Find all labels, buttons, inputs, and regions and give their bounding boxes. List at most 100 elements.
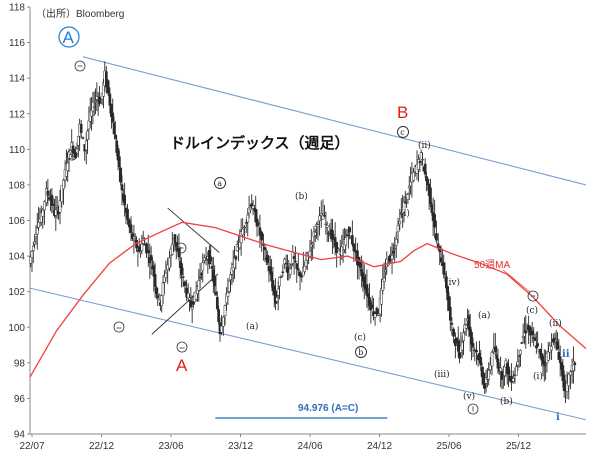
wave-label-ii-top: (ⅱ) bbox=[418, 140, 431, 151]
wave-label-c: (c) bbox=[354, 332, 366, 343]
price-bar-body bbox=[243, 226, 246, 229]
price-bar-body bbox=[155, 287, 158, 295]
price-bar-body bbox=[164, 272, 168, 278]
price-bar-body bbox=[149, 255, 153, 261]
ma-line-group: 50週MA bbox=[29, 221, 587, 378]
small-circle-marker bbox=[113, 321, 125, 333]
price-bar-body bbox=[215, 297, 219, 310]
price-bar-body bbox=[263, 247, 267, 251]
price-bar-body bbox=[496, 358, 500, 369]
price-bar-body bbox=[479, 357, 483, 366]
channel-lines bbox=[29, 56, 587, 421]
channel-upper-line bbox=[82, 56, 587, 186]
price-bar-body bbox=[37, 221, 40, 228]
ma-label: 50週MA bbox=[474, 259, 510, 271]
price-bar-body bbox=[430, 204, 434, 213]
price-bar-body bbox=[244, 222, 248, 224]
price-bar-body bbox=[71, 145, 75, 153]
price-bar-body bbox=[278, 276, 281, 287]
price-bar-body bbox=[31, 245, 35, 251]
price-bar-body bbox=[542, 360, 546, 367]
price-bar-body bbox=[234, 256, 238, 260]
price-bar-body bbox=[76, 136, 80, 146]
circle-a-marker: a bbox=[214, 177, 226, 189]
price-bar-body bbox=[503, 365, 506, 376]
wave-label-iii: (ⅲ) bbox=[434, 369, 450, 380]
price-bar-body bbox=[313, 232, 317, 236]
price-bar-body bbox=[229, 274, 232, 281]
price-bar-body bbox=[284, 263, 288, 265]
price-bar-body bbox=[429, 187, 432, 205]
price-bar-body bbox=[198, 276, 202, 279]
price-bar-body bbox=[118, 156, 121, 167]
price-bar-body bbox=[114, 134, 117, 140]
price-bar-body bbox=[210, 266, 214, 269]
price-bar-body bbox=[519, 350, 522, 355]
wave-label-a: (a) bbox=[246, 321, 258, 332]
x-tick-label: 23/12 bbox=[228, 441, 253, 452]
price-bar-body bbox=[403, 202, 407, 204]
price-bar-body bbox=[295, 263, 299, 270]
x-tick-label: 24/12 bbox=[367, 441, 392, 452]
x-tick-label: 25/06 bbox=[436, 441, 461, 452]
price-bar-body bbox=[412, 172, 415, 181]
price-bar-body bbox=[475, 350, 478, 353]
price-bar-body bbox=[325, 225, 329, 228]
price-bar-body bbox=[79, 124, 83, 133]
x-tick-label: 24/06 bbox=[297, 441, 322, 452]
price-bar-body bbox=[123, 195, 127, 206]
price-bar-body bbox=[50, 194, 54, 206]
price-bar-body bbox=[558, 356, 562, 363]
price-bar-body bbox=[54, 209, 58, 216]
B-label: B bbox=[397, 103, 408, 122]
price-bar-body bbox=[406, 194, 410, 200]
price-bar-body bbox=[160, 295, 164, 307]
price-bar-body bbox=[44, 188, 48, 203]
target-line-group: 94.976 (A=C) bbox=[215, 403, 388, 419]
target-label: 94.976 (A=C) bbox=[298, 403, 358, 414]
price-bar-body bbox=[499, 367, 502, 372]
price-bar-body bbox=[209, 256, 213, 261]
price-bar-body bbox=[544, 363, 547, 366]
price-bar-body bbox=[366, 293, 370, 298]
price-bar-body bbox=[382, 277, 386, 282]
price-bar-body bbox=[132, 236, 136, 240]
price-bar-body bbox=[94, 100, 97, 102]
price-bar-body bbox=[41, 209, 45, 217]
price-bar-body bbox=[69, 154, 72, 159]
price-bar-body bbox=[87, 120, 91, 130]
price-bar-body bbox=[487, 370, 491, 380]
price-bar-body bbox=[396, 225, 400, 233]
price-bar-body bbox=[111, 112, 115, 122]
price-bar-body bbox=[573, 362, 577, 366]
price-bar-body bbox=[421, 158, 424, 161]
price-bar-body bbox=[43, 201, 46, 211]
price-bar-body bbox=[390, 255, 394, 260]
small-circle-marker bbox=[527, 290, 539, 302]
price-bar-body bbox=[200, 273, 203, 275]
price-bar-body bbox=[569, 371, 572, 376]
wave-label-iv: (ⅳ) bbox=[445, 277, 460, 288]
y-tick-label: 118 bbox=[9, 3, 25, 14]
price-bar-body bbox=[112, 122, 116, 135]
price-bar-body bbox=[84, 140, 88, 151]
price-bar-body bbox=[290, 264, 293, 266]
price-bar-body bbox=[190, 307, 194, 310]
price-bar-body bbox=[426, 178, 430, 185]
price-bar-body bbox=[546, 351, 550, 361]
price-bar-body bbox=[304, 259, 308, 267]
price-bar-body bbox=[517, 355, 521, 357]
price-bar-body bbox=[375, 307, 379, 314]
price-bar-body bbox=[435, 233, 438, 241]
y-tick-labels: 94 96 98 100 102 104 106 108 110 112 114 116 118 bbox=[8, 3, 30, 441]
price-bar-body bbox=[471, 343, 475, 348]
price-bar-body bbox=[350, 235, 354, 245]
price-bar-body bbox=[303, 265, 307, 272]
price-bar-body bbox=[462, 332, 465, 341]
price-bar-body bbox=[373, 313, 377, 318]
price-bar-body bbox=[511, 378, 515, 382]
price-bar-body bbox=[333, 237, 337, 247]
price-bar-body bbox=[538, 349, 542, 354]
svg-text:a: a bbox=[217, 179, 222, 188]
chart-title: ドルインデックス（週足） bbox=[170, 134, 350, 152]
